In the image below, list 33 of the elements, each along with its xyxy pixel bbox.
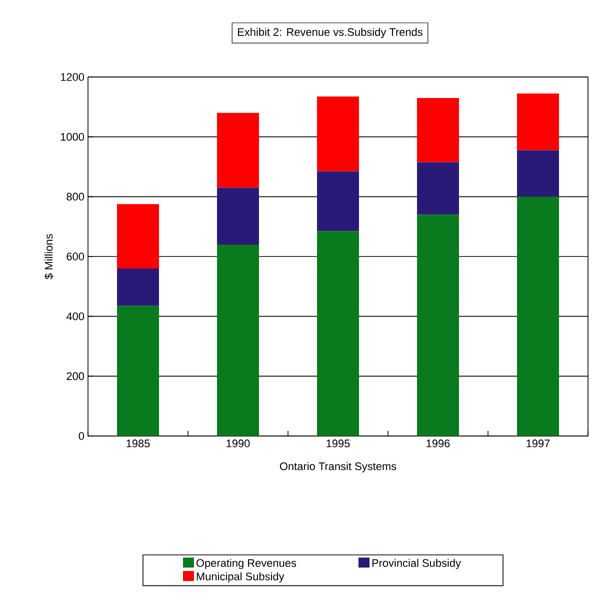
bar <box>117 204 159 268</box>
bar <box>517 196 559 436</box>
y-tick-label: 200 <box>66 372 84 380</box>
bar <box>517 93 559 150</box>
y-axis-title: $ Millions <box>44 234 54 280</box>
bar <box>317 96 359 172</box>
chart-title: Exhibit 2: Revenue vs.Subsidy Trends <box>238 28 422 38</box>
bar <box>517 150 559 197</box>
bar <box>217 244 259 436</box>
legend-label: Operating Revenues <box>196 558 296 570</box>
x-tick-label: 1997 <box>526 440 550 448</box>
bar <box>417 162 459 215</box>
bar <box>317 231 359 436</box>
bar <box>217 112 259 188</box>
x-tick-label: 1996 <box>426 440 450 448</box>
y-tick-label: 800 <box>66 192 84 201</box>
bar <box>217 188 259 245</box>
y-tick-label: 1200 <box>60 73 84 81</box>
y-tick-label: 400 <box>66 312 84 320</box>
bar <box>417 214 459 436</box>
bar <box>117 306 159 436</box>
y-tick-label: 1000 <box>60 132 84 141</box>
x-tick-label: 1990 <box>226 440 250 448</box>
x-tick-label: 1995 <box>326 440 350 448</box>
legend-label: Provincial Subsidy <box>372 558 461 570</box>
y-tick-label: 0 <box>78 432 84 440</box>
y-tick-label: 600 <box>66 252 84 260</box>
bar <box>317 171 359 232</box>
bar <box>117 268 159 306</box>
x-tick-label: 1985 <box>126 440 150 448</box>
bar <box>417 98 459 162</box>
x-axis-title: Ontario Transit Systems <box>280 462 396 472</box>
legend-label: Municipal Subsidy <box>196 572 284 582</box>
